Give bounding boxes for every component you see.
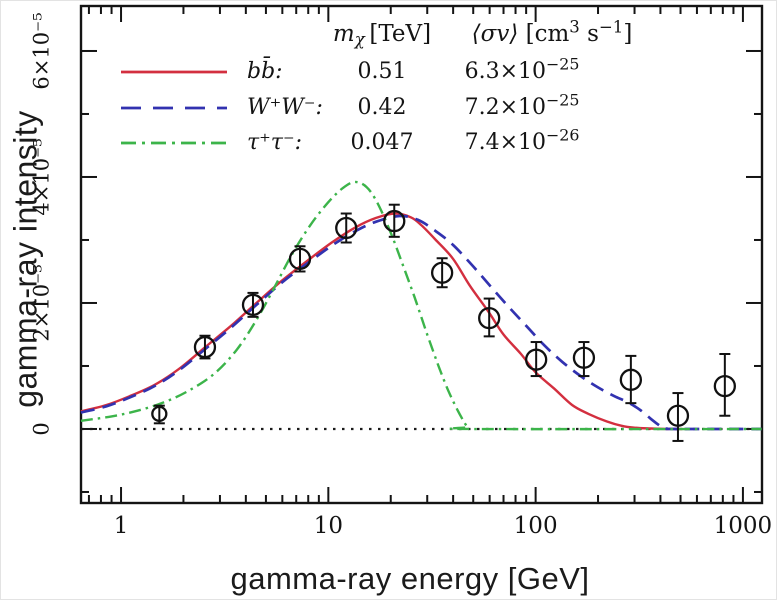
y-tick-label: 0 — [30, 422, 54, 435]
y-tick-label: 2×10⁻⁵ — [30, 264, 54, 341]
legend-sigmav-value: 7.4×10−26 — [464, 125, 580, 155]
data-point-errorbar — [625, 354, 637, 405]
data-point-marker — [193, 335, 217, 359]
mass-unit: [TeV] — [364, 21, 432, 47]
sigmav-unit-post: ] — [623, 21, 633, 47]
x-tick-label: 100 — [514, 513, 558, 539]
legend-label-bb-bar: bb̄: — [247, 59, 283, 84]
data-point-marker — [151, 405, 168, 423]
series-tau-plus-tau-minus-curve — [80, 180, 762, 431]
sigmav-unit-pre: [cm — [518, 21, 570, 47]
plot-frame — [79, 4, 764, 505]
legend-mass-value: 0.047 — [350, 130, 414, 155]
legend-row-bb-bar: bb̄: 0.51 6.3×10−25 — [119, 54, 672, 90]
data-point-errorbar — [672, 392, 684, 442]
legend-label-tau-plus-tau-minus: τ⁺τ⁻: — [247, 130, 302, 155]
data-points — [151, 203, 736, 442]
sigmav-symbol: ⟨σv⟩ — [471, 21, 519, 47]
legend: mχ [TeV] ⟨σv⟩ [cm3 s−1] bb̄: 0.51 6.3×10−2… — [119, 13, 672, 173]
data-point-errorbar — [719, 353, 731, 417]
data-point-marker — [430, 261, 454, 284]
legend-row-w-plus-w-minus: W⁺W⁻: 0.42 7.2×10−25 — [119, 90, 672, 126]
data-point-marker — [525, 348, 548, 371]
sigmav-sup-minus1: −1 — [598, 17, 624, 37]
legend-line-sample-bb-bar — [121, 70, 227, 74]
mass-subscript: χ — [354, 30, 365, 50]
data-point-marker — [241, 293, 265, 317]
data-point-marker — [335, 216, 358, 240]
data-point-errorbar — [199, 334, 211, 360]
data-point-marker — [572, 346, 596, 369]
x-axis-title: gamma-ray energy [GeV] — [230, 561, 590, 596]
y-axis-title: gamma-ray intensity — [7, 110, 44, 408]
tick-labels: 1 10 100 1000 0 2×10⁻⁵ 4×10⁻⁵ 6×10⁻⁵ — [30, 12, 773, 539]
data-point-marker — [383, 209, 406, 233]
data-point-marker — [478, 306, 501, 330]
legend-mass-value: 0.51 — [357, 59, 407, 84]
data-point-marker — [666, 404, 690, 427]
data-point-errorbar — [483, 297, 495, 338]
x-tick-label: 1000 — [714, 513, 773, 539]
legend-line-sample-w-plus-w-minus — [121, 106, 227, 110]
legend-header-sigmav: ⟨σv⟩ [cm3 s−1] — [432, 19, 672, 47]
data-point-errorbar — [294, 245, 306, 273]
sigmav-sup-3: 3 — [569, 17, 580, 37]
data-point-marker — [713, 374, 736, 398]
data-point-errorbar — [247, 291, 259, 318]
y-tick-label: 6×10⁻⁵ — [30, 12, 54, 89]
data-point-marker — [619, 368, 643, 391]
x-tick-label: 1 — [114, 513, 129, 539]
series-bb-bar-curve — [80, 212, 683, 431]
legend-line-sample-tau-plus-tau-minus — [121, 141, 227, 145]
legend-sigmav-value: 7.2×10−25 — [464, 90, 580, 120]
series-w-plus-w-minus-curve — [80, 214, 762, 431]
axis-ticks — [81, 6, 762, 503]
data-point-marker — [288, 247, 312, 271]
legend-sigmav-value: 6.3×10−25 — [464, 54, 580, 84]
legend-mass-value: 0.42 — [357, 95, 407, 120]
y-tick-label: 4×10⁻⁵ — [30, 138, 54, 215]
mass-symbol: m — [332, 21, 355, 47]
data-point-errorbar — [530, 341, 542, 378]
legend-row-tau-plus-tau-minus: τ⁺τ⁻: 0.047 7.4×10−26 — [119, 125, 672, 161]
legend-label-w-plus-w-minus: W⁺W⁻: — [247, 95, 323, 120]
sigmav-unit-mid: s — [579, 21, 599, 47]
x-tick-label: 10 — [314, 513, 343, 539]
legend-header-mass: mχ [TeV] — [312, 21, 452, 49]
